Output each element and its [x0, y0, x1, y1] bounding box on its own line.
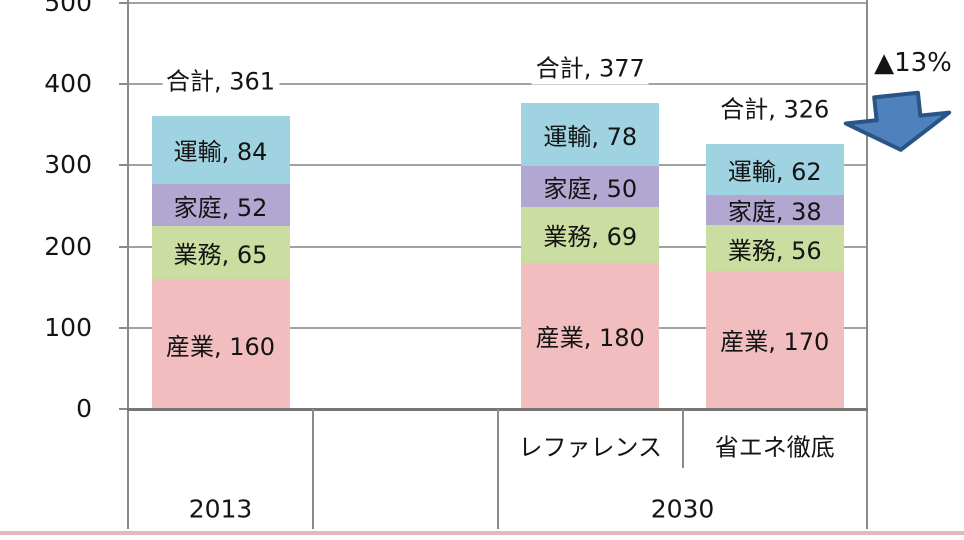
gridline-100 — [128, 326, 867, 329]
y-axis-label-300: 300 — [44, 150, 92, 180]
bar-segment: 家庭, 52 — [151, 183, 290, 227]
y-axis-label-400: 400 — [44, 69, 92, 98]
x-axis-sub-label: レファレンス — [518, 433, 663, 462]
bar-segment: 運輸, 62 — [705, 144, 844, 195]
decrease-percentage-label: ▲13% — [874, 48, 952, 78]
y-axis-tick-100 — [119, 326, 128, 329]
gridline-500 — [128, 1, 867, 4]
bar-segment: 運輸, 84 — [151, 115, 290, 184]
gridline-400 — [128, 83, 867, 85]
bar-segment: 家庭, 38 — [705, 194, 844, 226]
total-label: 合計, 326 — [716, 88, 834, 126]
total-label: 合計, 377 — [531, 47, 649, 85]
y-axis-line — [127, 0, 129, 529]
category-divider — [497, 409, 499, 529]
y-axis-label-500: 500 — [44, 0, 92, 17]
bar-segment: 産業, 170 — [705, 270, 844, 409]
y-axis-label-100: 100 — [44, 312, 92, 342]
category-divider — [312, 409, 314, 529]
y-axis-label-0: 0 — [76, 394, 92, 423]
y-axis-tick-300 — [119, 164, 128, 167]
y-axis-tick-200 — [119, 245, 128, 248]
bar-segment: 産業, 160 — [151, 279, 290, 409]
bar-segment: 業務, 69 — [521, 206, 660, 263]
gridline-300 — [128, 164, 867, 167]
plot-right-border — [866, 0, 868, 529]
x-axis-group-label: 2013 — [188, 494, 253, 524]
bar-segment: 運輸, 78 — [521, 102, 660, 167]
bar-segment: 業務, 56 — [705, 225, 844, 271]
bar-segment: 家庭, 50 — [521, 166, 660, 207]
y-axis-label-200: 200 — [44, 231, 92, 261]
y-axis-tick-500 — [119, 1, 128, 4]
decrease-arrow-shape — [843, 90, 952, 152]
subcategory-divider — [681, 409, 684, 468]
gridline-200 — [128, 245, 867, 248]
decrease-arrow-icon — [843, 90, 952, 152]
x-axis-group-label: 2030 — [650, 494, 715, 524]
bar-segment: 産業, 180 — [521, 262, 660, 409]
total-label: 合計, 361 — [161, 60, 280, 98]
y-axis-tick-400 — [119, 83, 128, 85]
x-axis-sub-label: 省エネ徹底 — [714, 433, 835, 462]
y-axis-tick-0 — [119, 408, 128, 410]
bar-segment: 業務, 65 — [151, 226, 290, 279]
page-bottom-rule — [0, 531, 964, 535]
